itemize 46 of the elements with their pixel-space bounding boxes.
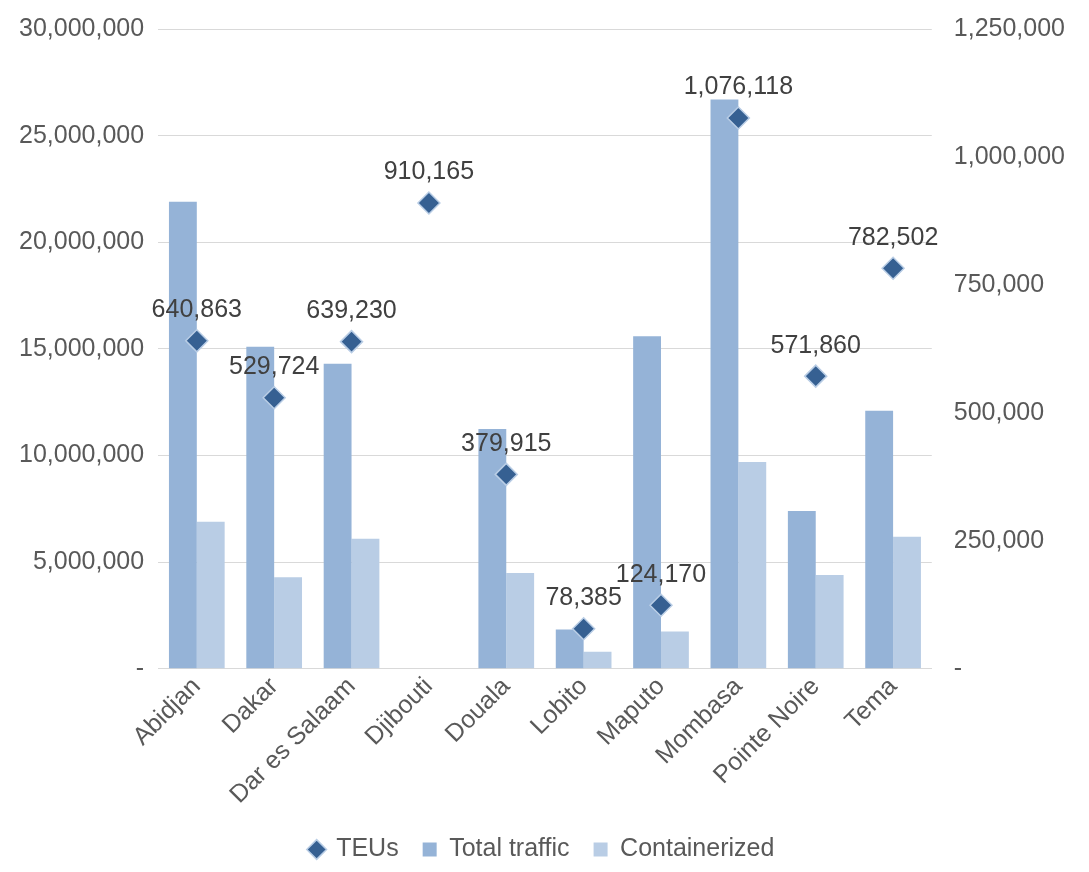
data-label: 910,165	[383, 156, 475, 185]
point	[571, 617, 596, 641]
bar	[583, 651, 612, 669]
y2-tick-label: 1,250,000	[953, 12, 1065, 41]
point	[339, 329, 364, 354]
legend-label: Total traffic	[449, 833, 570, 862]
bar	[893, 536, 921, 669]
bar	[506, 572, 535, 669]
point	[262, 385, 286, 410]
data-label: 782,502	[847, 221, 939, 250]
y-tick-label: 5,000,000	[32, 546, 145, 575]
y-tick-label: -	[135, 652, 145, 681]
y-tick-label: 20,000,000	[19, 226, 145, 255]
y2-tick-label: 1,000,000	[953, 140, 1065, 169]
y2-tick-label: 750,000	[953, 268, 1045, 297]
bar	[710, 99, 739, 669]
point	[185, 329, 209, 353]
y-tick-label: 15,000,000	[19, 332, 145, 361]
bar	[196, 521, 225, 669]
data-label: 571,860	[770, 329, 861, 358]
y2-tick-label: -	[953, 652, 963, 681]
legend-label: TEUs	[336, 833, 399, 862]
point	[726, 106, 751, 130]
legend-label: Containerized	[620, 833, 775, 862]
point	[494, 462, 519, 487]
data-label: 78,385	[545, 582, 622, 611]
bar	[274, 577, 303, 669]
point	[803, 364, 828, 388]
point	[417, 191, 441, 215]
data-label: 639,230	[306, 295, 397, 324]
data-label: 1,076,118	[683, 71, 794, 100]
y-tick-label: 10,000,000	[19, 439, 145, 468]
y-tick-label: 25,000,000	[19, 119, 145, 148]
bar	[787, 511, 816, 669]
y-tick-label: 30,000,000	[19, 12, 145, 41]
y2-tick-label: 250,000	[953, 524, 1045, 553]
point	[881, 256, 905, 281]
bar	[865, 410, 894, 669]
bar	[738, 461, 767, 669]
bar	[815, 575, 844, 669]
bar	[351, 538, 380, 669]
bar	[555, 629, 584, 669]
bar	[661, 631, 689, 669]
y2-tick-label: 500,000	[953, 396, 1045, 425]
point	[649, 593, 673, 618]
bar	[323, 363, 352, 669]
